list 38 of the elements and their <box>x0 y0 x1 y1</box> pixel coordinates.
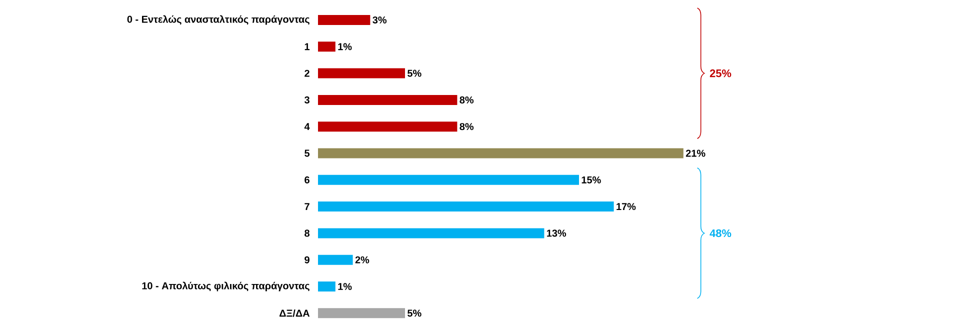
y-tick-label: 3 <box>304 96 310 104</box>
bar <box>318 122 458 132</box>
data-label: 15% <box>582 176 601 184</box>
data-label: 8% <box>460 123 474 130</box>
text: 25% <box>710 69 732 78</box>
y-tick-label: 8 <box>304 230 310 237</box>
bar <box>318 42 336 52</box>
bar <box>318 282 336 292</box>
y-tick-label: 0 - Εντελώς ανασταλτικός παράγοντας <box>127 15 310 25</box>
data-label: 1% <box>338 43 352 50</box>
y-tick-label: 4 <box>304 123 310 130</box>
y-tick-label: 7 <box>304 203 310 210</box>
bar <box>318 174 580 185</box>
y-tick-label: 1 <box>304 43 310 50</box>
bar <box>318 202 614 212</box>
data-label: 17% <box>616 203 636 210</box>
y-tick-label: 9 <box>304 256 310 264</box>
data-label: 2% <box>355 256 370 264</box>
data-label: 21% <box>686 150 706 157</box>
y-tick-label: 2 <box>304 70 310 77</box>
data-label: 1% <box>338 282 352 290</box>
y-tick-label: 5 <box>304 150 310 157</box>
bar <box>318 148 684 158</box>
bar <box>318 308 406 318</box>
data-label: 8% <box>460 96 474 104</box>
bar <box>318 254 353 265</box>
text: 48% <box>710 229 732 238</box>
y-tick-label: ΔΞ/ΔΑ <box>280 309 310 317</box>
data-label: 5% <box>408 70 422 77</box>
bar <box>318 68 406 78</box>
data-label: 3% <box>372 16 387 24</box>
bar <box>318 94 458 105</box>
y-tick-label: 6 <box>304 176 310 184</box>
data-label: 13% <box>547 230 566 237</box>
bar <box>318 228 544 238</box>
y-tick-label: 10 - Απολύτως φιλικός παράγοντας <box>142 282 310 292</box>
bar <box>318 15 370 25</box>
data-label: 5% <box>408 310 422 317</box>
